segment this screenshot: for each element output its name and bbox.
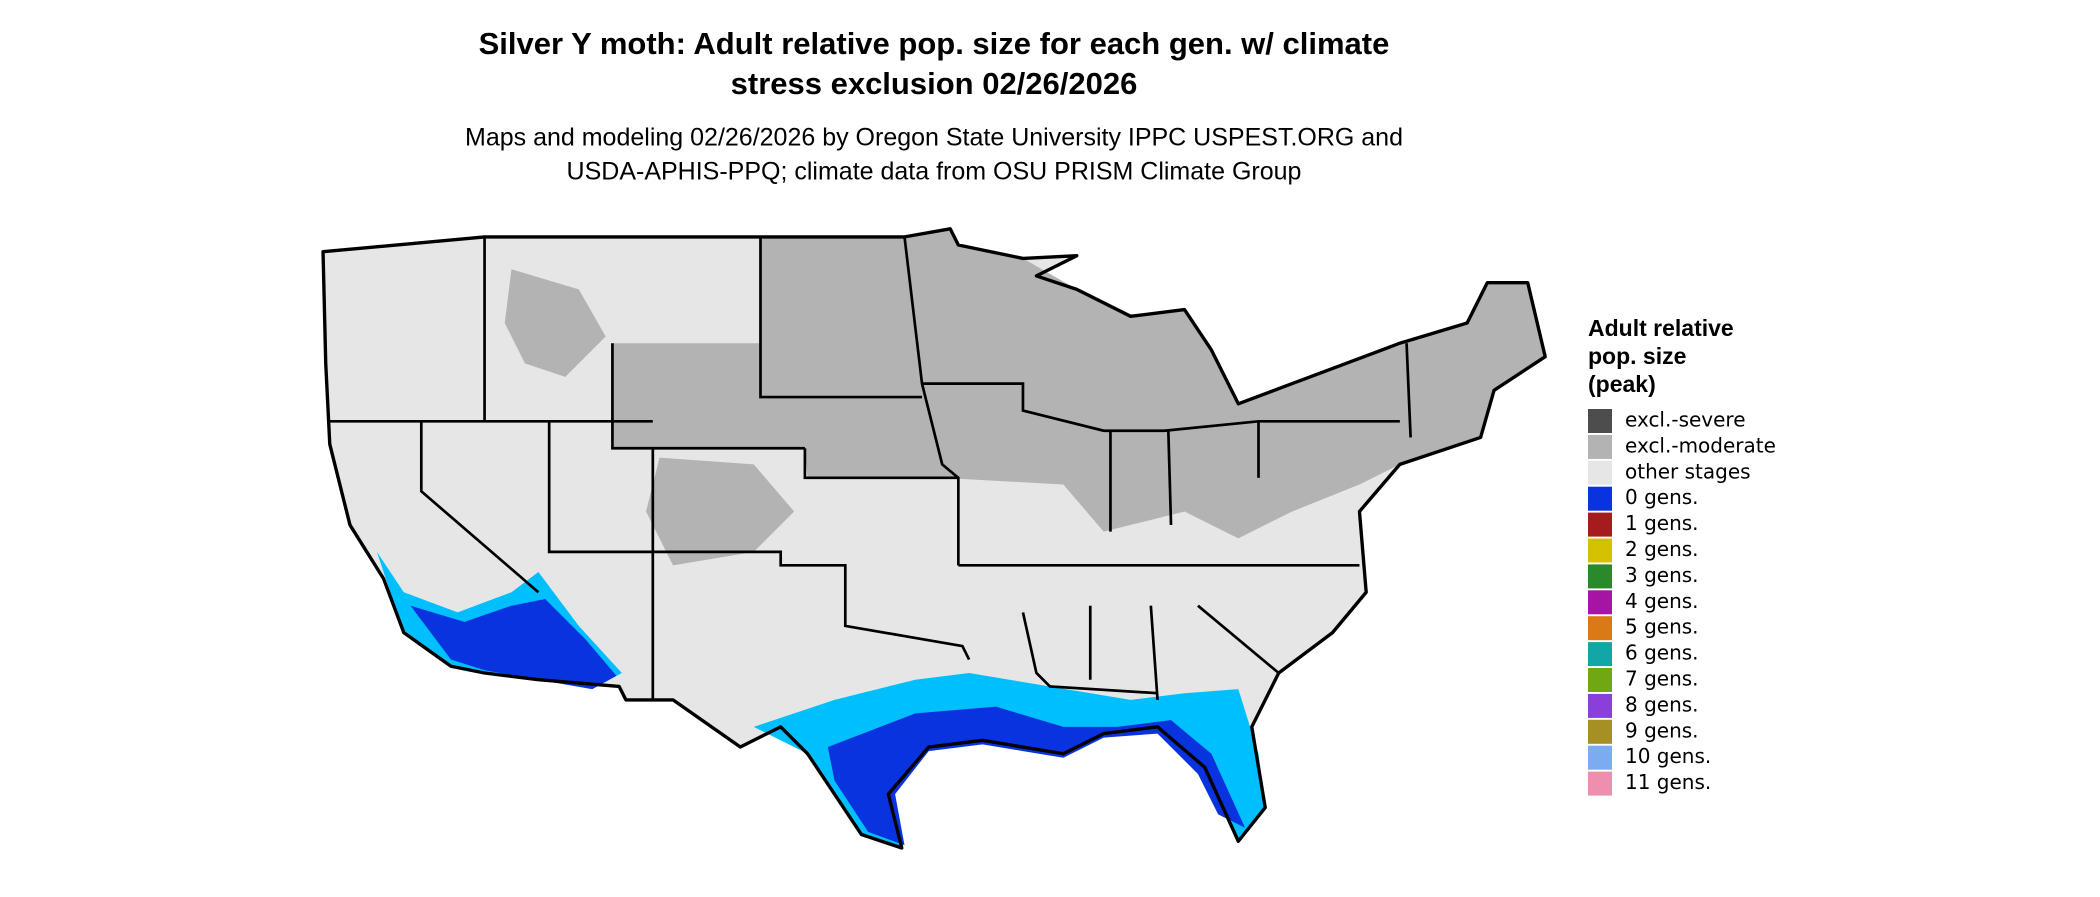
legend-swatch xyxy=(1588,460,1612,485)
legend-swatch xyxy=(1588,771,1612,796)
legend-swatch xyxy=(1588,668,1612,692)
legend-title-line: pop. size xyxy=(1588,343,1686,369)
legend-swatch xyxy=(1588,434,1612,459)
legend: Adult relative pop. size (peak) excl.-se… xyxy=(1588,315,1776,796)
us-outline xyxy=(321,227,1547,850)
legend-title-line: Adult relative xyxy=(1588,315,1734,341)
title-line: Silver Y moth: Adult relative pop. size … xyxy=(479,26,1390,61)
legend-label: 0 gens. xyxy=(1625,485,1699,509)
legend-label: 7 gens. xyxy=(1625,667,1699,691)
legend-swatch xyxy=(1588,616,1612,641)
legend-label: 2 gens. xyxy=(1625,537,1699,561)
zero-gen-dark-region xyxy=(827,706,1246,846)
legend-swatch xyxy=(1588,693,1612,718)
legend-swatch xyxy=(1588,745,1612,770)
legend-label: 5 gens. xyxy=(1625,615,1699,639)
legend-label: 11 gens. xyxy=(1625,770,1711,794)
legend-swatch xyxy=(1588,409,1612,433)
state-borders xyxy=(329,236,1412,701)
legend-swatch xyxy=(1588,512,1612,537)
legend-label: 9 gens. xyxy=(1625,718,1699,742)
subtitle-line: Maps and modeling 02/26/2026 by Oregon S… xyxy=(465,124,1403,152)
us-map xyxy=(321,227,1547,850)
title-line: stress exclusion 02/26/2026 xyxy=(731,66,1138,101)
legend-label: 6 gens. xyxy=(1625,641,1699,665)
legend-label: 8 gens. xyxy=(1625,692,1699,716)
legend-label: 1 gens. xyxy=(1625,511,1699,535)
excl-moderate-region xyxy=(612,228,1546,539)
legend-label: 10 gens. xyxy=(1625,744,1711,768)
legend-label: 4 gens. xyxy=(1625,589,1699,613)
mountain-excl-moderate xyxy=(504,269,606,377)
southwest-dark-region xyxy=(410,598,617,690)
legend-label: other stages xyxy=(1625,459,1751,483)
legend-label: excl.-moderate xyxy=(1625,433,1776,457)
legend-title-line: (peak) xyxy=(1588,371,1656,397)
legend-swatch xyxy=(1588,564,1612,589)
legend-swatch xyxy=(1588,486,1612,511)
subtitle-line: USDA-APHIS-PPQ; climate data from OSU PR… xyxy=(567,158,1302,186)
legend-label: 3 gens. xyxy=(1625,563,1699,587)
legend-swatch xyxy=(1588,642,1612,667)
mountain-excl-moderate xyxy=(646,457,795,566)
legend-swatch xyxy=(1588,719,1612,744)
legend-swatch xyxy=(1588,590,1612,615)
legend-swatch xyxy=(1588,538,1612,563)
legend-label: excl.-severe xyxy=(1625,408,1746,432)
